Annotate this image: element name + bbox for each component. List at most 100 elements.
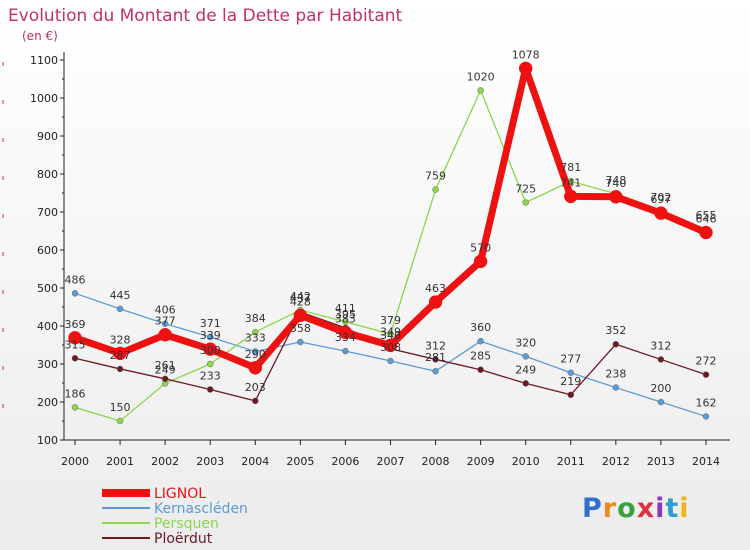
series-lines <box>68 61 713 425</box>
data-label: 570 <box>470 241 491 254</box>
data-label: 437 <box>290 292 311 305</box>
x-tick-label: 2008 <box>422 455 450 468</box>
logo-letter: P <box>582 493 603 524</box>
data-point <box>432 367 439 375</box>
logo-letter: x <box>637 493 655 524</box>
data-label: 162 <box>695 396 716 409</box>
x-tick-label: 2011 <box>557 455 585 468</box>
data-point <box>161 375 169 383</box>
y-tick-label: 300 <box>37 358 58 371</box>
logo-letter: o <box>617 493 637 524</box>
y-tick-label: 600 <box>37 244 58 257</box>
data-label: 725 <box>515 183 536 196</box>
legend-label: Persquen <box>154 516 219 532</box>
data-point <box>477 87 484 94</box>
data-point <box>567 369 575 376</box>
data-label: 308 <box>380 341 401 354</box>
y-tick-label: 400 <box>37 320 58 333</box>
data-label: 442 <box>290 290 311 303</box>
data-label: 339 <box>200 329 221 342</box>
data-point <box>161 320 169 327</box>
data-point <box>518 61 533 76</box>
data-label: 272 <box>695 355 716 368</box>
x-tick-label: 2005 <box>286 455 314 468</box>
x-tick-label: 2000 <box>61 455 89 468</box>
data-point <box>432 356 439 363</box>
y-tick-label: 1000 <box>30 92 58 105</box>
data-label: 697 <box>650 193 671 206</box>
data-point <box>477 337 484 345</box>
legend-label: LIGNOL <box>154 486 206 502</box>
logo-letter: i <box>655 493 665 524</box>
data-point <box>206 360 214 368</box>
data-point <box>567 391 575 399</box>
data-label: 383 <box>335 312 356 325</box>
data-label: 249 <box>515 363 536 376</box>
data-point <box>203 342 217 356</box>
legend-label: Ploërdut <box>154 531 213 547</box>
data-label: 748 <box>605 174 626 187</box>
proxiti-logo: Proxiti <box>582 493 690 524</box>
data-label: 238 <box>605 368 626 381</box>
data-label: 340 <box>380 329 401 342</box>
data-label: 200 <box>650 382 671 395</box>
data-point <box>657 398 665 406</box>
x-tick-label: 2010 <box>512 455 540 468</box>
data-point <box>702 413 710 420</box>
x-tick-label: 2007 <box>376 455 404 468</box>
data-point <box>158 327 172 342</box>
y-tick-label: 200 <box>37 396 58 409</box>
data-label: 646 <box>695 213 716 226</box>
data-label: 186 <box>65 387 86 400</box>
data-label: 334 <box>335 331 356 344</box>
data-label: 150 <box>110 401 131 414</box>
data-label: 219 <box>560 375 581 388</box>
data-point <box>432 186 439 193</box>
data-point <box>522 199 529 206</box>
data-point <box>428 295 443 309</box>
data-label: 384 <box>245 312 266 325</box>
data-point <box>612 384 620 391</box>
data-point <box>654 206 668 220</box>
x-tick-label: 2009 <box>467 455 495 468</box>
data-point <box>206 386 214 393</box>
data-label: 333 <box>245 331 266 344</box>
data-point <box>657 356 665 363</box>
data-label: 320 <box>515 336 536 349</box>
x-tick-label: 2013 <box>647 455 675 468</box>
data-point <box>71 290 79 297</box>
data-point <box>71 355 79 362</box>
data-point <box>383 338 398 353</box>
x-tick-label: 2001 <box>106 455 134 468</box>
x-tick-label: 2006 <box>331 455 359 468</box>
y-tick-label: 700 <box>37 206 58 219</box>
data-point <box>116 305 124 313</box>
data-label: 281 <box>425 351 446 364</box>
data-point <box>71 404 79 411</box>
data-label: 486 <box>65 273 86 286</box>
data-label: 655 <box>695 209 716 222</box>
data-label: 312 <box>650 339 671 352</box>
x-tick-label: 2002 <box>151 455 179 468</box>
data-point <box>477 366 484 373</box>
data-label: 328 <box>110 333 131 346</box>
logo-text: Proxiti <box>582 493 690 524</box>
data-label: 290 <box>245 348 266 361</box>
data-point <box>522 380 529 387</box>
data-label: 315 <box>65 338 86 351</box>
data-label: 277 <box>560 353 581 366</box>
data-point <box>116 365 124 373</box>
x-tick-label: 2003 <box>196 455 224 468</box>
data-label: 1020 <box>467 70 495 83</box>
x-tick-label: 2004 <box>241 455 269 468</box>
data-label: 360 <box>470 321 491 334</box>
data-point <box>564 189 578 204</box>
data-point <box>206 333 214 341</box>
data-point <box>522 353 529 360</box>
data-label: 781 <box>560 161 581 174</box>
chart-subtitle: (en €) <box>22 29 58 43</box>
data-label: 411 <box>335 302 356 315</box>
legend-label: Kernascléden <box>154 501 248 517</box>
logo-letter: t <box>665 493 679 524</box>
